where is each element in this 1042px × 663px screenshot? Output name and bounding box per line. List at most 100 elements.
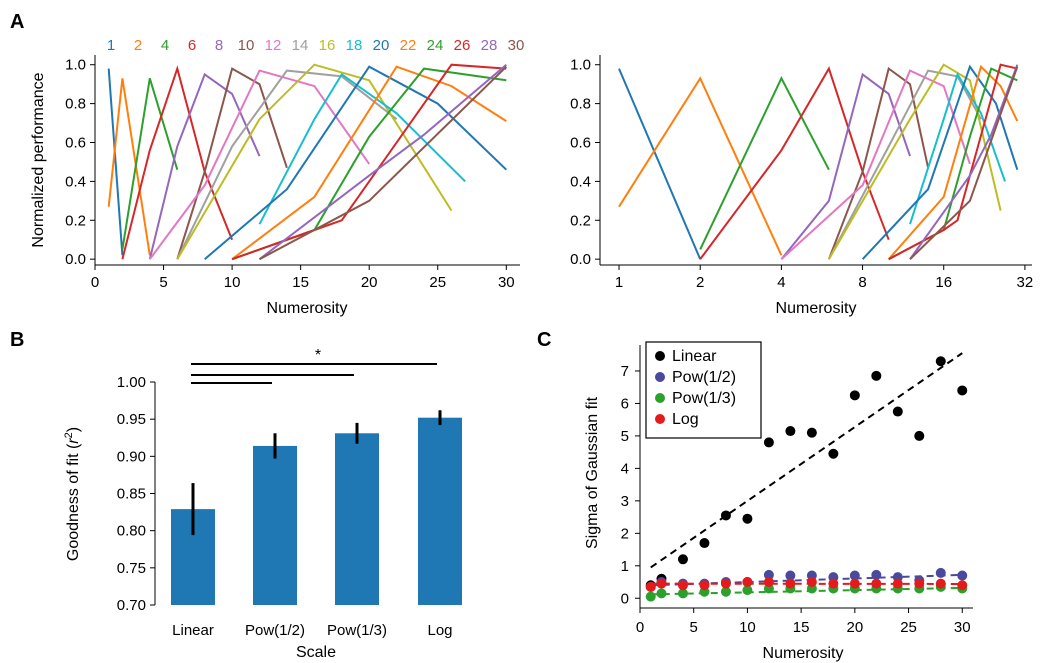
legend-label-Pow(1/3): Pow(1/3) <box>672 390 736 407</box>
x-tick-label: 16 <box>935 274 952 291</box>
legend-label-16: 16 <box>319 37 336 54</box>
y-tick-label: 3 <box>621 493 629 510</box>
series-line-10 <box>827 66 930 260</box>
data-point-Linear <box>957 385 968 396</box>
y-tick-label: 2 <box>621 525 629 542</box>
x-tick-label: 8 <box>858 274 866 291</box>
legend-label-20: 20 <box>373 37 390 54</box>
data-point-Pow(1/2) <box>785 570 796 581</box>
legend-label-26: 26 <box>454 37 471 54</box>
legend-label-12: 12 <box>265 37 282 54</box>
data-point-Log <box>914 578 925 589</box>
x-tick-label: 20 <box>846 619 863 636</box>
series-line-12 <box>780 69 971 260</box>
series-line-4 <box>121 78 179 250</box>
data-point-Log <box>806 577 817 588</box>
y-tick-label: 1 <box>621 558 629 575</box>
x-tick-label: 1 <box>615 274 623 291</box>
legend-label-24: 24 <box>427 37 444 54</box>
series-line-26 <box>888 63 1018 261</box>
y-tick-label: 0.70 <box>117 597 146 614</box>
significance-star: * <box>315 347 321 364</box>
series-line-10 <box>176 67 288 260</box>
data-point-Log <box>677 580 688 591</box>
y-tick-label: 0.80 <box>117 523 146 540</box>
data-point-Pow(1/3) <box>742 585 753 596</box>
data-point-Log <box>742 577 753 588</box>
y-tick-label: 0.8 <box>65 96 86 113</box>
y-tick-label: 0.90 <box>117 448 146 465</box>
data-point-Pow(1/2) <box>935 567 946 578</box>
x-tick-label: 2 <box>696 274 704 291</box>
x-axis-label: Numerosity <box>776 300 857 317</box>
chart-b: 0.70 0.75 0.80 0.85 0.90 0.95 1.00 Linear Pow(1/… <box>63 347 462 661</box>
y-tick-label: 0.8 <box>570 96 591 113</box>
data-point-Pow(1/2) <box>957 570 968 581</box>
series-line-26 <box>231 63 507 261</box>
legend-label-2: 2 <box>134 37 142 54</box>
y-tick-label: 7 <box>621 363 629 380</box>
legend-label-28: 28 <box>481 37 498 54</box>
series-line-2 <box>618 76 783 256</box>
data-point-Pow(1/3) <box>656 588 667 599</box>
data-point-Linear <box>742 513 753 524</box>
y-tick-label: 0.4 <box>65 173 86 190</box>
legend-label-Pow(1/2): Pow(1/2) <box>672 369 736 386</box>
x-tick-label: 32 <box>1017 274 1034 291</box>
y-tick-label: 0.0 <box>570 251 591 268</box>
x-tick-label: Pow(1/2) <box>245 622 305 639</box>
legend-label-Log: Log <box>672 411 699 428</box>
x-tick-label: 10 <box>739 619 756 636</box>
x-tick-label: 30 <box>954 619 971 636</box>
data-point-Linear <box>806 427 817 438</box>
bar-Pow(1/3) <box>335 433 379 605</box>
y-tick-label: 1.0 <box>65 57 86 74</box>
data-point-Log <box>828 578 839 589</box>
series-line-20 <box>204 65 507 260</box>
legend-label-18: 18 <box>346 37 363 54</box>
series-line-18 <box>258 72 466 225</box>
fit-line-Linear <box>650 352 963 569</box>
chart-a-right: 1 2 4 8 16 32 0.0 0.2 0.4 0.6 0.8 1.0 Numerosity <box>570 55 1033 317</box>
y-tick-label: 6 <box>621 395 629 412</box>
series-line-8 <box>148 72 261 260</box>
x-axis-label: Numerosity <box>763 645 844 662</box>
data-point-Log <box>871 578 882 589</box>
y-tick-label: 1.00 <box>117 374 146 391</box>
series-line-14 <box>176 69 398 260</box>
data-point-Pow(1/3) <box>677 588 688 599</box>
series-line-16 <box>176 63 453 260</box>
x-axis-label: Scale <box>296 644 336 661</box>
data-point-Linear <box>720 510 731 521</box>
series-line-1 <box>618 68 702 260</box>
data-point-Linear <box>935 356 946 367</box>
data-point-Log <box>892 578 903 589</box>
data-point-Log <box>763 577 774 588</box>
series-line-20 <box>861 64 1019 260</box>
bar-Log <box>418 417 462 605</box>
series-line-16 <box>828 63 1002 260</box>
y-tick-label: 4 <box>621 460 629 477</box>
data-point-Pow(1/2) <box>849 570 860 581</box>
legend-box <box>645 341 762 439</box>
series-line-28 <box>258 63 507 260</box>
chart-a-left: 0 5 10 15 20 25 30 0.0 0.2 0.4 0.6 0.8 1.0 Numerosity… <box>30 37 524 317</box>
x-tick-label: 4 <box>777 274 785 291</box>
series-line-30 <box>259 65 507 261</box>
series-line-28 <box>909 64 1019 260</box>
y-tick-label: 0.6 <box>65 135 86 152</box>
panel-label-a: A <box>10 11 24 33</box>
y-axis-label: Goodness of fit (r2) <box>63 427 82 561</box>
y-tick-label: 0.2 <box>570 212 591 229</box>
x-tick-label: 30 <box>498 274 515 291</box>
data-point-Linear <box>849 390 860 401</box>
x-axis-label: Numerosity <box>267 300 348 317</box>
legend-marker-Log <box>655 414 665 424</box>
series-line-8 <box>780 72 911 260</box>
y-tick-label: 0.6 <box>570 135 591 152</box>
data-point-Linear <box>677 554 688 565</box>
data-point-Log <box>849 578 860 589</box>
data-point-Log <box>785 578 796 589</box>
x-tick-label: 0 <box>636 619 644 636</box>
